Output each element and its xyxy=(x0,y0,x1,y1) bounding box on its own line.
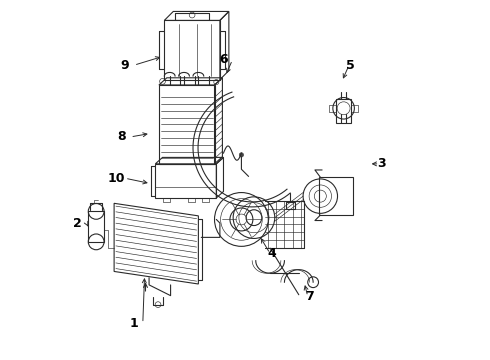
Bar xyxy=(337,99,351,123)
Bar xyxy=(164,21,220,80)
Bar xyxy=(88,211,104,242)
Text: 6: 6 xyxy=(219,53,228,66)
Bar xyxy=(318,177,353,215)
Text: 9: 9 xyxy=(121,59,129,72)
Text: 7: 7 xyxy=(305,290,314,303)
Text: 8: 8 xyxy=(117,130,125,144)
Text: 3: 3 xyxy=(377,157,386,170)
Bar xyxy=(159,85,215,164)
Text: 10: 10 xyxy=(107,172,124,185)
Bar xyxy=(286,202,294,209)
Bar xyxy=(155,164,216,198)
Text: 4: 4 xyxy=(268,247,276,260)
Text: 5: 5 xyxy=(346,59,355,72)
Text: 2: 2 xyxy=(73,216,82,230)
Circle shape xyxy=(239,153,244,157)
Text: 1: 1 xyxy=(129,317,138,330)
